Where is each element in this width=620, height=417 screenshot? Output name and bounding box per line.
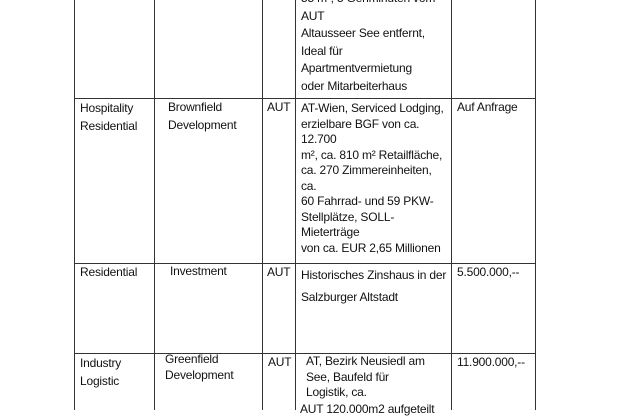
country-cell: AUT	[267, 100, 291, 114]
category-cell: Industry Logistic	[80, 356, 122, 388]
table-border	[74, 0, 75, 410]
table-border	[154, 0, 155, 410]
description-cell: Historisches Zinshaus in der Salzburger …	[301, 268, 447, 304]
price-cell: 5.500.000,--	[457, 265, 520, 279]
price-cell: Auf Anfrage	[457, 100, 518, 114]
table-border	[295, 0, 296, 410]
country-cell: AUT	[268, 355, 292, 369]
row-divider	[74, 98, 536, 99]
description-cell: AT-Wien, Serviced Lodging, erzielbare BG…	[301, 101, 444, 255]
row-divider	[74, 263, 536, 264]
description-cell: AT, Bezirk Neusiedl am See, Baufeld für …	[306, 354, 425, 399]
country-cell: AUT	[267, 265, 291, 279]
category-cell: Hospitality Residential	[80, 101, 138, 133]
type-cell: Brownfield Development	[168, 100, 237, 132]
description-cell: 55 m², 5 Gehminuten vom AUT Altausseer S…	[301, 0, 435, 93]
table-border	[451, 0, 452, 410]
table-border	[535, 0, 536, 410]
table-border	[262, 0, 263, 410]
price-cell: 11.900.000,--	[457, 355, 525, 369]
type-cell: Greenfield Development	[165, 352, 234, 382]
type-cell: Investment	[170, 264, 227, 278]
row-divider	[74, 353, 536, 354]
category-cell: Residential	[80, 265, 138, 279]
